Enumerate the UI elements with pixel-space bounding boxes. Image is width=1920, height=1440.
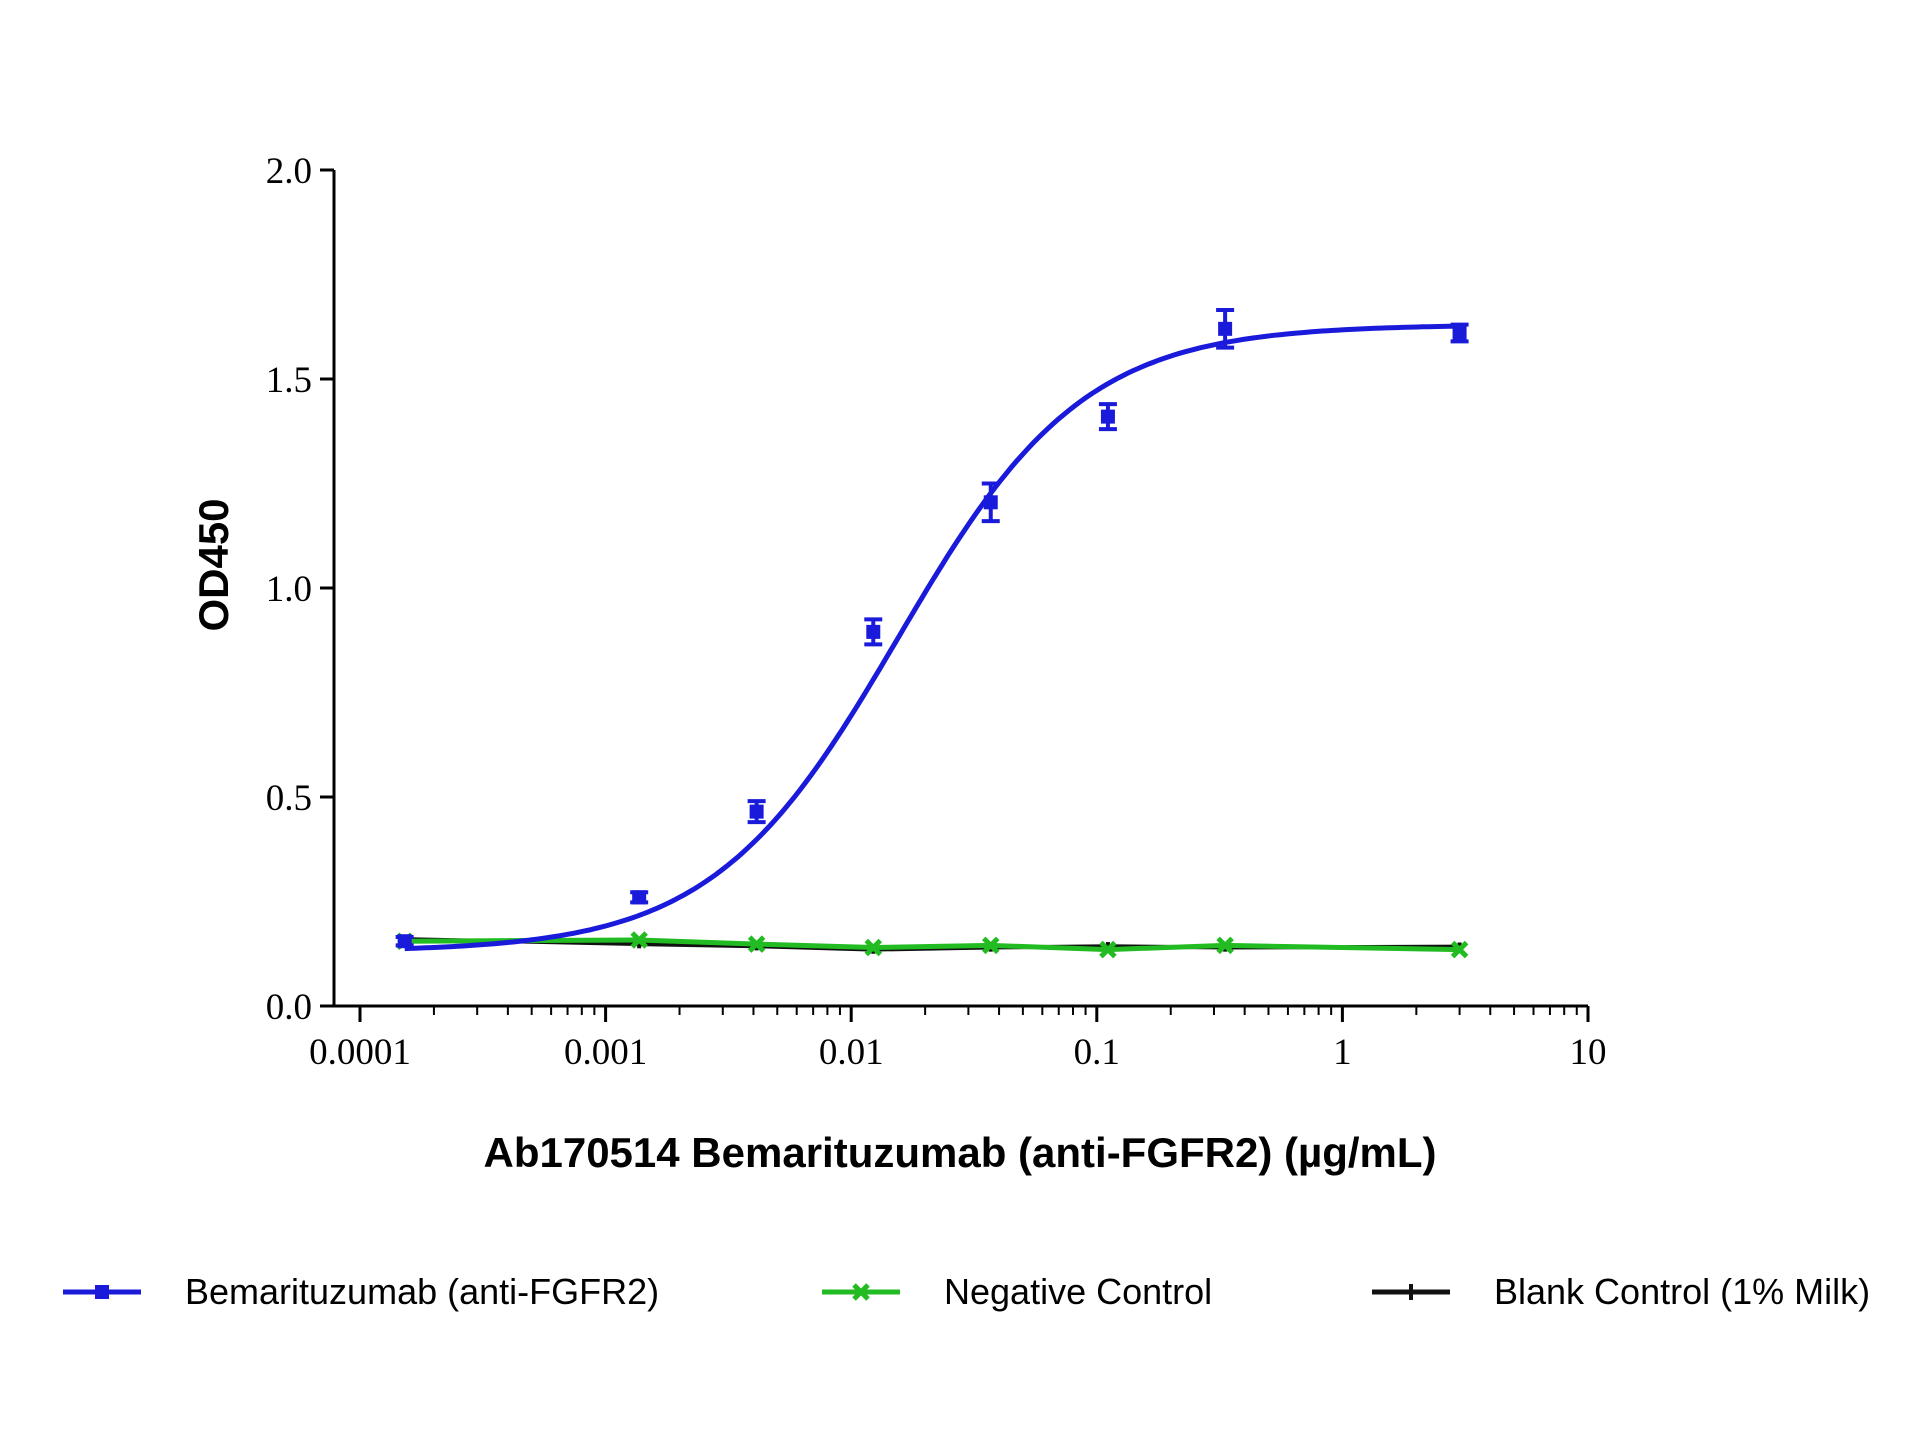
x-tick-label: 0.001 (564, 1032, 647, 1073)
x-tick-label: 0.01 (819, 1032, 884, 1073)
legend: Bemarituzumab (anti-FGFR2) Negative Cont… (0, 1262, 1920, 1322)
bemarituzumab-point (1218, 321, 1233, 336)
x-axis-title: Ab170514 Bemarituzumab (anti-FGFR2) (µg/… (484, 1129, 1437, 1176)
negative-control-point (1216, 936, 1234, 955)
negative-control-point (630, 931, 648, 949)
bemarituzumab-point (1452, 326, 1467, 341)
x-tick-label: 0.0001 (309, 1032, 411, 1073)
legend-item-negative-control: Negative Control (822, 1262, 1212, 1322)
legend-item-blank-control: Blank Control (1% Milk) (1372, 1262, 1870, 1322)
negative-control-point (981, 936, 1000, 955)
legend-swatch-blank-control (1372, 1284, 1450, 1300)
x-tick-label: 0.1 (1074, 1032, 1120, 1073)
negative-control-point (864, 938, 883, 957)
y-tick-label: 0.5 (266, 778, 312, 819)
bemarituzumab-point (749, 804, 764, 819)
bemarituzumab-point (866, 624, 881, 639)
legend-label-negative-control: Negative Control (944, 1271, 1213, 1312)
x-tick-label: 10 (1570, 1032, 1607, 1073)
bemarituzumab-fit-curve (404, 323, 1460, 952)
negative-control-point (1450, 940, 1469, 959)
axes: 0.0 0.5 1.0 1.5 2.0 0.0001 0.001 0.01 0.1 1 10 (266, 151, 1607, 1073)
y-tick-label: 0.0 (266, 987, 312, 1028)
bemarituzumab-point (397, 934, 412, 949)
legend-swatch-bemarituzumab (63, 1285, 141, 1299)
legend-item-bemarituzumab: Bemarituzumab (anti-FGFR2) (63, 1262, 659, 1322)
series-line-negative-control (404, 937, 1460, 953)
bemarituzumab-point (1100, 409, 1115, 424)
y-tick-label: 1.5 (266, 360, 312, 401)
bemarituzumab-point (632, 890, 647, 905)
legend-swatch-negative-control (822, 1283, 900, 1301)
y-tick-label: 2.0 (266, 151, 312, 192)
legend-label-blank-control: Blank Control (1% Milk) (1494, 1271, 1871, 1312)
x-tick-label: 1 (1333, 1032, 1352, 1073)
plot-area (395, 308, 1469, 959)
y-tick-label: 1.0 (266, 569, 312, 610)
legend-label-bemarituzumab: Bemarituzumab (anti-FGFR2) (185, 1271, 660, 1312)
negative-control-point (1099, 940, 1117, 959)
negative-control-point (747, 935, 766, 953)
y-axis-title: OD450 (190, 498, 237, 631)
bemarituzumab-point (983, 495, 998, 510)
